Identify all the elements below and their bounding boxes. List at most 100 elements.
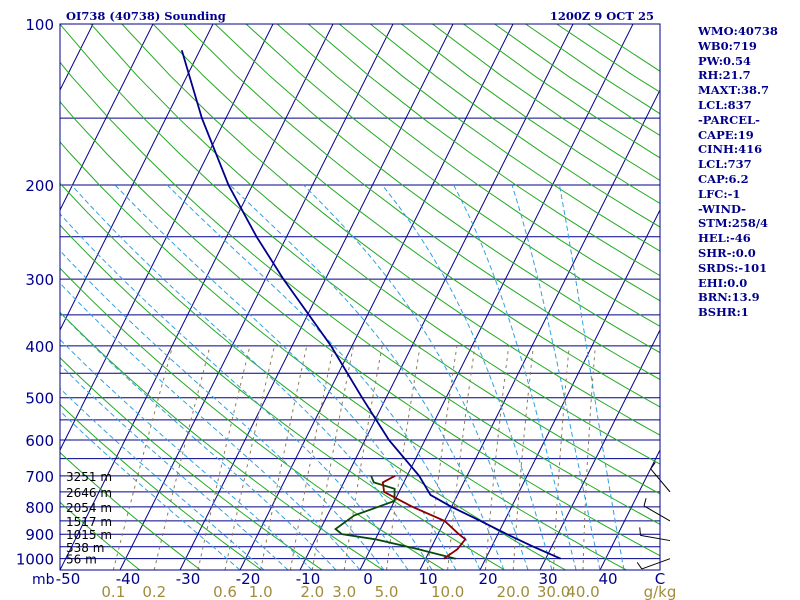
dry-adiabat [60,61,660,525]
dry-adiabat [60,311,384,570]
index-line: EHI:0.0 [698,275,748,290]
index-line: CINH:416 [698,142,763,157]
isotherm [60,24,274,452]
index-line: WMO:40738 [698,24,778,38]
index-line: HEL:-46 [698,231,751,246]
pressure-tick-label: 200 [25,177,54,195]
temperature-tick-label: -50 [56,570,81,588]
mixing-ratio-line [512,345,534,570]
mixing-ratio-line [289,345,335,570]
dewpoint-upper-line [381,475,467,560]
temperature-tick-label: 0 [363,570,373,588]
mixing-ratio-tick-label: 30.0 [537,583,570,600]
mixing-ratio-line [447,345,476,570]
isotherm [0,24,33,570]
isotherm [419,88,660,570]
moist-adiabat [511,184,601,570]
mixing-ratio-unit-label: g/kg [644,583,677,600]
dry-adiabat [60,451,201,570]
pressure-tick-label: 300 [25,271,54,289]
station-title: OI738 (40738) Sounding [66,9,226,23]
wind-barb-flag [636,562,643,570]
temperature-tick-label: 10 [418,570,437,588]
index-line: -PARCEL- [698,112,760,127]
dry-adiabat [152,24,660,408]
dry-adiabat [60,403,262,570]
moist-adiabat [60,338,313,570]
pressure-tick-label: 400 [25,338,54,356]
dry-adiabat [214,24,660,354]
index-line: -WIND- [698,201,746,216]
pressure-tick-label: 900 [25,526,54,544]
dry-adiabat [183,24,660,381]
dry-adiabat [338,24,660,252]
dry-adiabat [60,501,141,570]
mixing-ratio-line [386,345,421,570]
index-line: CAPE:19 [698,127,754,142]
mixing-ratio-line [343,345,383,570]
index-line: SHR-:0.0 [698,245,756,260]
temperature-tick-label: -30 [176,570,201,588]
wind-barb-flag [650,462,656,470]
pressure-unit-label: mb [32,572,55,588]
dewpoint-lower-line [334,475,456,560]
wind-barb-flag [639,527,641,536]
moist-adiabat [60,282,361,570]
pressure-tick-label: 1000 [16,551,54,569]
isotherm [539,328,660,570]
index-line: MAXT:38.7 [698,83,769,98]
mixing-ratio-line [427,345,458,570]
moist-adiabat [303,184,529,570]
dry-adiabat [245,24,660,327]
isotherm [179,24,454,570]
index-line: CAP:6.2 [698,171,749,186]
mixing-ratio-line [485,345,510,570]
moist-adiabat [71,184,433,570]
pressure-tick-label: 100 [25,16,54,34]
index-line: BRN:13.9 [698,290,760,305]
mixing-ratio-line [553,345,570,570]
moist-adiabat [229,184,505,570]
mixing-ratio-tick-label: 3.0 [332,583,356,600]
mixing-ratio-tick-label: 1.0 [249,583,273,600]
height-label: 56 m [66,553,97,567]
height-label: 2646 m [66,486,112,500]
pressure-tick-label: 800 [25,499,54,517]
height-label: 3251 m [66,470,112,484]
moist-adiabat [114,184,457,570]
pressure-tick-label: 500 [25,390,54,408]
mixing-ratio-line [260,345,308,570]
wind-barb [643,505,671,522]
temperature-tick-label: -10 [296,570,321,588]
dry-adiabat [60,24,660,495]
temperature-tick-label: 30 [538,570,557,588]
diagram-grid [0,24,660,570]
temperature-unit-label: C [655,570,665,588]
dry-adiabat [60,100,660,557]
sounding-profiles [180,50,562,560]
moist-adiabat [60,213,409,570]
dry-adiabat [90,24,660,465]
temperature-tick-label: 40 [598,570,617,588]
moist-adiabat [60,410,241,570]
dry-adiabat [60,357,323,570]
isotherm [479,208,660,570]
plot-frame [59,23,661,571]
height-label: 538 m [66,541,104,555]
index-line: STM:258/4 [698,216,769,231]
wind-barb [641,558,671,570]
index-line: LCL:737 [698,157,752,172]
height-label: 1517 m [66,515,112,529]
index-line: PW:0.54 [698,53,752,68]
mixing-ratio-line [197,345,251,570]
height-label: 1015 m [66,528,112,542]
mixing-ratio-line [153,345,211,570]
temperature-tick-label: -20 [236,570,261,588]
moist-adiabat [453,184,577,570]
isotherm [119,24,394,570]
dry-adiabat [60,267,445,570]
mixing-ratio-line [112,345,174,570]
pressure-tick-label: 600 [25,432,54,450]
dry-adiabat [121,24,660,436]
